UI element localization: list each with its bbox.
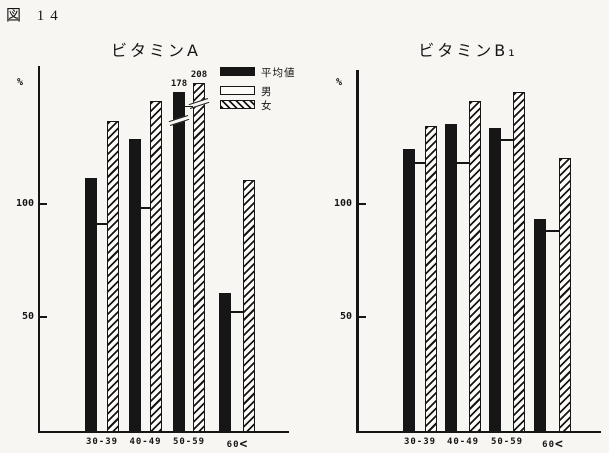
chart-b-category-label-4049: 40-49 [446, 437, 480, 447]
greater-than-glyph: < [555, 437, 563, 452]
legend-label-mean: 平均値 [261, 67, 296, 79]
chart-b-bar-mean-4049 [445, 123, 457, 432]
chart-b-maleline-3039 [415, 162, 425, 164]
legend-swatch-male [220, 86, 255, 95]
chart-a-bar-female-3039 [107, 121, 119, 432]
legend-label-male: 男 [261, 86, 273, 98]
chart-a-datalabel-mean-5059: 178 [170, 79, 188, 89]
chart-a-category-label-4049: 40-49 [129, 437, 162, 447]
chart-b-category-label-5059: 50-59 [490, 437, 524, 447]
chart-b-percent-label: % [336, 77, 343, 88]
chart-a-tick-label-100: 100 [15, 198, 34, 209]
chart-b-category-label-60: 60< [542, 437, 563, 452]
chart-b-bar-female-60 [559, 157, 571, 432]
chart-b-bar-mean-60 [534, 218, 546, 432]
chart-a-maleline-60 [231, 311, 243, 314]
chart-a-maleline-3039 [97, 223, 107, 225]
chart-b-title: ビタミンB₁ [418, 41, 518, 60]
chart-b-maleline-60 [546, 229, 559, 232]
chart-a-category-label-5059: 50-59 [172, 437, 206, 447]
chart-a-maleline-4049 [141, 207, 150, 210]
chart-b-category-label-3039: 30-39 [403, 437, 437, 447]
chart-a-tick-label-50: 50 [21, 311, 34, 322]
legend-swatch-female [220, 100, 255, 109]
greater-than-glyph: < [239, 437, 248, 452]
chart-b-bar-female-3039 [425, 125, 437, 432]
chart-a-bar-female-5059 [193, 82, 205, 432]
chart-b-bar-female-4049 [469, 101, 481, 432]
chart-a-title: ビタミンA [111, 41, 201, 60]
chart-a-percent-label: % [17, 77, 24, 88]
chart-b-bar-female-5059 [513, 92, 525, 432]
chart-b-bar-mean-3039 [403, 148, 415, 432]
chart-b-tick-label-100: 100 [333, 198, 352, 209]
chart-b-tick-label-50: 50 [339, 311, 352, 322]
chart-a-x-axis [38, 431, 289, 433]
chart-b-maleline-5059 [501, 139, 513, 142]
legend-swatch-mean [220, 67, 255, 76]
chart-a-datalabel-female-5059: 208 [190, 69, 208, 80]
chart-b-maleline-4049 [457, 162, 469, 164]
chart-a-y-axis [38, 66, 40, 433]
chart-b-bar-mean-5059 [489, 128, 501, 432]
chart-b-tick-50 [359, 316, 366, 318]
chart-a-category-label-3039: 30-39 [85, 437, 119, 447]
chart-a-maleline-5059 [185, 105, 193, 108]
figure-number-label: 図 14 [6, 8, 64, 24]
chart-a-tick-100 [40, 203, 47, 205]
chart-b-x-axis [356, 431, 601, 433]
chart-a-bar-mean-5059 [173, 92, 185, 432]
chart-a-bar-mean-3039 [85, 177, 97, 432]
chart-a-bar-female-4049 [150, 101, 162, 432]
chart-a-tick-50 [40, 316, 47, 318]
chart-a-bar-mean-60 [219, 293, 231, 432]
legend-label-female: 女 [261, 100, 273, 112]
chart-a-bar-mean-4049 [129, 139, 141, 432]
chart-b-tick-100 [359, 203, 366, 205]
chart-a-bar-female-60 [243, 180, 255, 432]
chart-a-category-label-60: 60< [226, 437, 248, 452]
chart-b-y-axis [356, 70, 359, 433]
